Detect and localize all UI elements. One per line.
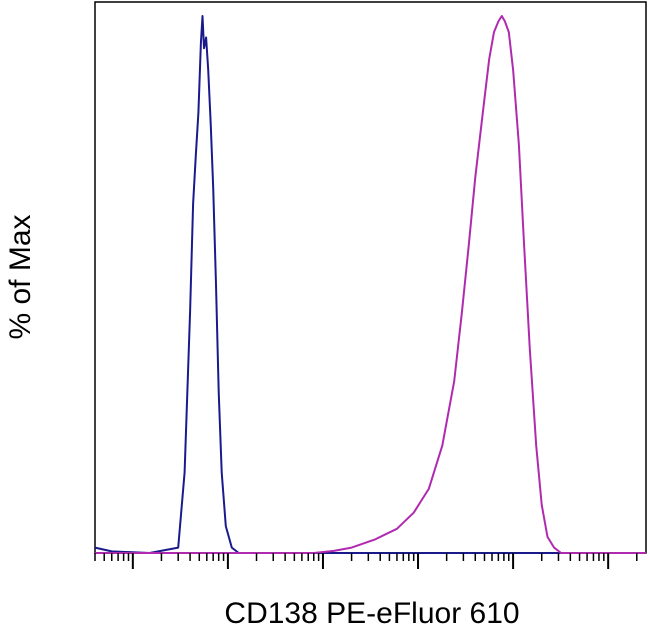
histogram-series-2 [95, 15, 646, 554]
plot-border [94, 1, 647, 554]
x-axis-ticks [94, 553, 638, 569]
series-layer [94, 15, 646, 554]
y-axis-label: % of Max [4, 214, 37, 339]
x-axis-label: CD138 PE-eFluor 610 [224, 597, 519, 630]
plot-frame [94, 1, 647, 554]
histogram-series-1 [94, 15, 646, 554]
